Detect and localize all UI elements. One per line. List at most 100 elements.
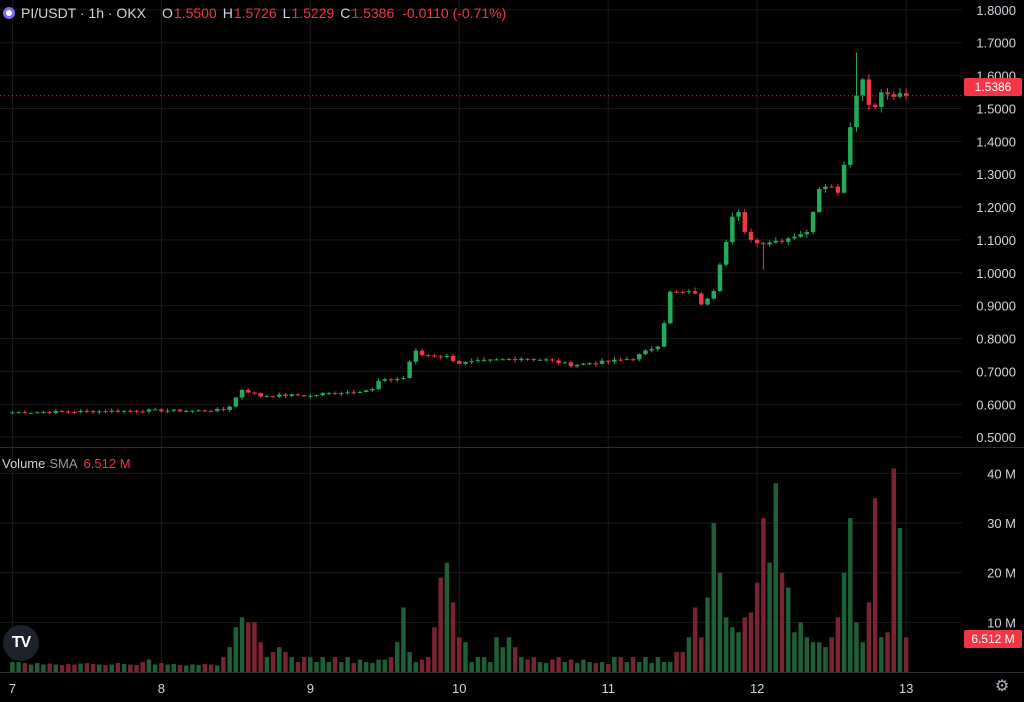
volume-bar xyxy=(593,663,599,672)
volume-value-tag: 6.512 M xyxy=(964,630,1022,648)
volume-bar xyxy=(488,662,493,672)
volume-bar xyxy=(891,468,896,672)
volume-bar xyxy=(637,662,642,672)
volume-bar xyxy=(357,659,363,672)
candle-body xyxy=(376,380,381,390)
volume-bar xyxy=(785,587,791,672)
volume-bar xyxy=(481,657,487,672)
volume-bar xyxy=(655,657,661,672)
volume-bar xyxy=(469,662,474,672)
volume-bar xyxy=(841,572,847,672)
candle-body xyxy=(332,392,338,394)
volume-bar xyxy=(612,657,617,672)
volume-bar xyxy=(426,657,431,672)
volume-tick-label: 30 M xyxy=(987,516,1016,531)
candle-body xyxy=(388,379,394,381)
open-label: O xyxy=(162,5,173,21)
candle-body xyxy=(543,359,549,361)
volume-bar xyxy=(587,662,592,672)
candle-body xyxy=(649,349,654,351)
volume-bar xyxy=(326,662,332,672)
candle-body xyxy=(568,362,574,367)
volume-bar xyxy=(183,665,189,672)
price-tick-label: 1.4000 xyxy=(976,134,1016,149)
volume-bar xyxy=(624,662,630,672)
candle-body xyxy=(866,79,872,105)
candle-body xyxy=(277,394,282,397)
volume-bar xyxy=(711,523,716,672)
candle-body xyxy=(885,92,890,95)
volume-bar xyxy=(72,664,77,672)
candle-body xyxy=(146,409,152,412)
volume-bar xyxy=(506,637,512,672)
volume-bar xyxy=(252,622,257,672)
volume-bar xyxy=(370,663,375,672)
candle-body xyxy=(730,216,735,243)
volume-bar xyxy=(829,637,834,672)
candle-body xyxy=(363,390,369,392)
candle-body xyxy=(214,408,220,412)
volume-label[interactable]: Volume xyxy=(2,456,46,471)
candle-body xyxy=(680,291,685,293)
settings-gear-icon[interactable]: ⚙ xyxy=(994,678,1010,695)
candle-body xyxy=(823,186,828,190)
close-label: C xyxy=(340,5,351,21)
volume-bar xyxy=(208,664,214,672)
candle-body xyxy=(221,408,226,410)
volume-bar xyxy=(860,642,865,672)
candle-body xyxy=(457,360,462,364)
candle-body xyxy=(550,359,555,361)
candle-body xyxy=(637,354,642,360)
candle-body xyxy=(47,412,52,414)
price-tick-label: 0.5000 xyxy=(976,430,1016,445)
volume-bar xyxy=(556,657,561,672)
candle-body xyxy=(419,350,425,356)
volume-bar xyxy=(866,602,872,672)
volume-bar xyxy=(22,663,28,672)
volume-bar xyxy=(854,622,859,672)
volume-tick-label: 20 M xyxy=(987,566,1016,581)
candle-body xyxy=(128,410,133,412)
candle-body xyxy=(599,360,605,364)
candle-body xyxy=(469,361,474,363)
price-tick-label: 1.5000 xyxy=(976,101,1016,116)
volume-bar xyxy=(394,642,400,672)
volume-bar xyxy=(754,582,760,672)
volume-bar xyxy=(879,637,884,672)
volume-bar xyxy=(810,642,816,672)
volume-bar xyxy=(599,662,605,672)
volume-bar xyxy=(363,662,369,672)
symbol-label[interactable]: PI/USDT · 1h · OKX xyxy=(21,5,146,21)
volume-bar xyxy=(258,642,263,672)
volume-bar xyxy=(115,663,121,672)
open-value: 1.5500 xyxy=(173,5,217,21)
candle-body xyxy=(183,410,189,412)
volume-bar xyxy=(376,659,381,672)
volume-bar xyxy=(41,664,46,672)
candle-body xyxy=(53,411,59,413)
candle-body xyxy=(314,395,319,397)
high-value: 1.5726 xyxy=(233,5,277,21)
candle-body xyxy=(258,393,263,397)
candle-body xyxy=(872,104,878,107)
candle-body xyxy=(270,396,276,398)
volume-bar xyxy=(767,562,772,672)
candle-body xyxy=(512,359,518,361)
candle-body xyxy=(754,239,760,244)
candle-body xyxy=(326,392,332,394)
sma-label: SMA xyxy=(49,456,78,471)
volume-bar xyxy=(872,498,878,672)
tradingview-logo[interactable]: TV xyxy=(3,625,39,661)
candle-body xyxy=(202,410,208,412)
candle-body xyxy=(860,79,865,96)
volume-bar xyxy=(512,647,518,672)
volume-tick-label: 40 M xyxy=(987,466,1016,481)
volume-bar xyxy=(605,664,611,672)
price-tick-label: 1.1000 xyxy=(976,233,1016,248)
volume-bar xyxy=(165,664,170,672)
volume-bar xyxy=(407,652,412,672)
candle-body xyxy=(16,412,21,414)
volume-bar xyxy=(109,664,114,672)
candle-body xyxy=(432,355,437,357)
